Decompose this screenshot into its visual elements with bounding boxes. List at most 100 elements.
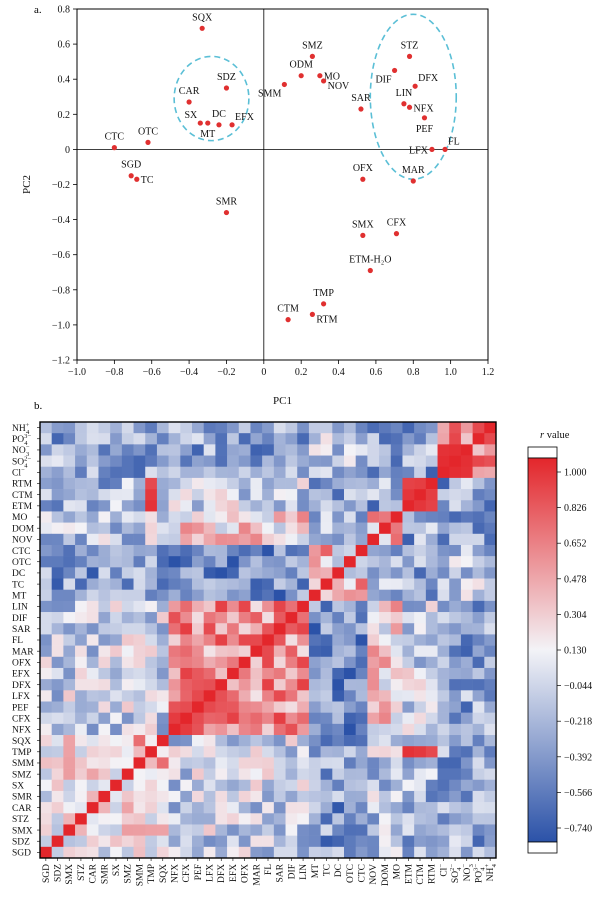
heatmap-cell bbox=[449, 589, 462, 602]
colorbar-tick-label: 0.130 bbox=[564, 646, 587, 657]
heatmap-cell bbox=[110, 589, 123, 602]
heatmap-cell bbox=[250, 757, 263, 769]
heatmap-cell bbox=[250, 589, 263, 602]
heatmap-cell bbox=[367, 712, 380, 725]
heatmap-cell bbox=[308, 612, 321, 624]
heatmap-cell bbox=[121, 567, 134, 579]
row-label: LIN bbox=[12, 603, 28, 613]
colorbar bbox=[527, 457, 558, 843]
heatmap-cell bbox=[390, 477, 403, 490]
heatmap-cell bbox=[308, 500, 321, 512]
column-label: MO bbox=[393, 864, 403, 879]
heatmap-cell bbox=[238, 846, 251, 859]
heatmap-cell bbox=[145, 556, 158, 568]
heatmap-cell bbox=[227, 567, 240, 579]
heatmap-cell bbox=[262, 500, 275, 512]
heatmap-cell bbox=[86, 556, 99, 568]
heatmap-cell bbox=[320, 768, 333, 781]
heatmap-cell bbox=[285, 701, 298, 713]
heatmap-cell bbox=[98, 846, 111, 859]
heatmap-cell bbox=[75, 522, 88, 535]
row-label: PEF bbox=[12, 703, 28, 713]
heatmap-cell bbox=[285, 735, 298, 747]
heatmap-cell bbox=[379, 846, 392, 859]
heatmap-cell bbox=[355, 645, 368, 658]
heatmap-cell bbox=[484, 779, 497, 792]
heatmap-cell bbox=[192, 690, 204, 702]
heatmap-cell bbox=[227, 533, 240, 546]
heatmap-cell bbox=[180, 667, 193, 680]
heatmap-cell bbox=[367, 813, 380, 825]
data-label: MAR bbox=[402, 165, 425, 176]
column-label: LIN bbox=[299, 864, 309, 880]
heatmap-cell bbox=[308, 723, 321, 736]
heatmap-cell bbox=[203, 679, 216, 691]
heatmap-cell bbox=[215, 567, 228, 579]
heatmap-cell bbox=[40, 433, 52, 445]
heatmap-cell bbox=[472, 645, 485, 658]
heatmap-cell bbox=[472, 667, 485, 680]
heatmap-cell bbox=[51, 567, 64, 579]
heatmap-cell bbox=[192, 444, 204, 456]
heatmap-cell bbox=[121, 768, 134, 781]
heatmap-cell bbox=[238, 746, 251, 758]
heatmap-cell bbox=[308, 477, 321, 490]
heatmap-cell bbox=[414, 444, 427, 456]
heatmap-cell bbox=[308, 578, 321, 590]
heatmap-cell bbox=[344, 757, 356, 769]
heatmap-cell bbox=[110, 511, 123, 523]
heatmap-cell bbox=[203, 544, 216, 557]
heatmap-cell bbox=[484, 656, 497, 669]
heatmap-cell bbox=[168, 790, 181, 803]
heatmap-cell bbox=[425, 444, 438, 456]
heatmap-cell bbox=[285, 634, 298, 646]
column-label: DC bbox=[334, 864, 344, 877]
heatmap-cell bbox=[308, 600, 321, 613]
heatmap-cell bbox=[110, 444, 123, 456]
heatmap-cell bbox=[75, 600, 88, 613]
data-label: DC bbox=[212, 109, 226, 120]
heatmap-cell bbox=[180, 634, 193, 646]
heatmap-cell bbox=[63, 556, 76, 568]
heatmap-cell bbox=[75, 422, 88, 434]
heatmap-cell bbox=[180, 477, 193, 490]
heatmap-cell bbox=[379, 813, 392, 825]
row-label: FL bbox=[12, 636, 23, 646]
heatmap-cell bbox=[297, 690, 310, 702]
heatmap-cell bbox=[40, 835, 52, 848]
heatmap-cell bbox=[437, 511, 450, 523]
heatmap-cell bbox=[285, 589, 298, 602]
heatmap-cell bbox=[390, 612, 403, 624]
heatmap-cell bbox=[344, 623, 356, 635]
heatmap-cell bbox=[238, 757, 251, 769]
heatmap-cell bbox=[227, 735, 240, 747]
heatmap-cell bbox=[262, 544, 275, 557]
heatmap-cell bbox=[121, 623, 134, 635]
heatmap-cell bbox=[262, 723, 275, 736]
heatmap-cell bbox=[379, 768, 392, 781]
heatmap-cell bbox=[320, 433, 333, 445]
heatmap-cell bbox=[273, 746, 286, 758]
heatmap-cell bbox=[437, 712, 450, 725]
heatmap-cell bbox=[215, 455, 228, 468]
heatmap-cell bbox=[285, 723, 298, 736]
heatmap-cell bbox=[414, 433, 427, 445]
heatmap-cell bbox=[297, 500, 310, 512]
heatmap-cell bbox=[273, 422, 286, 434]
heatmap-cell bbox=[355, 802, 368, 814]
heatmap-cell bbox=[238, 433, 251, 445]
heatmap-cell bbox=[121, 712, 134, 725]
heatmap-cell bbox=[308, 422, 321, 434]
heatmap-cell bbox=[472, 802, 485, 814]
heatmap-cell bbox=[192, 589, 204, 602]
heatmap-cell bbox=[390, 589, 403, 602]
row-label: SMX bbox=[12, 826, 33, 836]
column-label: DIF bbox=[287, 864, 297, 879]
heatmap-cell bbox=[472, 522, 485, 535]
heatmap-cell bbox=[168, 433, 181, 445]
heatmap-cell bbox=[332, 701, 345, 713]
heatmap-cell bbox=[168, 612, 181, 624]
heatmap-cell bbox=[285, 813, 298, 825]
heatmap-cell bbox=[332, 623, 345, 635]
heatmap-cell bbox=[63, 768, 76, 781]
